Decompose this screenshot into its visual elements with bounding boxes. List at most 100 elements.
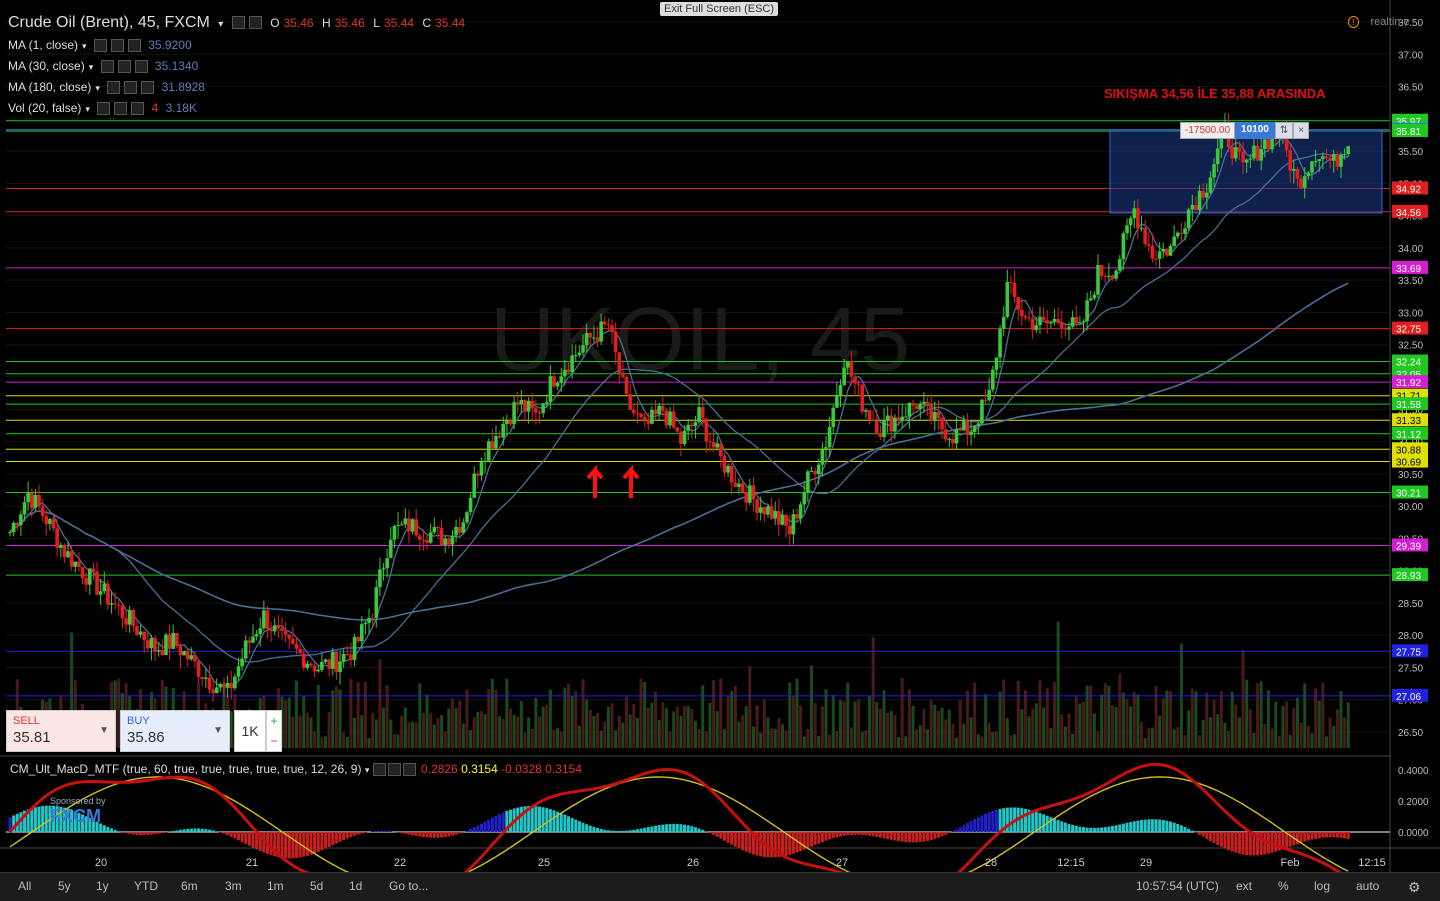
candle (1071, 317, 1075, 327)
exit-fullscreen-button[interactable]: Exit Full Screen (ESC) (660, 2, 778, 16)
macd-histogram-bar (737, 832, 740, 848)
indicator-row-ma30[interactable]: MA (30, close)▾ 35.1340 (8, 59, 202, 73)
quantity-stepper[interactable]: + − (266, 710, 282, 752)
range-all[interactable]: All (18, 879, 31, 893)
candle (157, 650, 161, 651)
gear-icon[interactable] (118, 60, 131, 73)
indicator-label[interactable]: MA (30, close) (8, 59, 85, 73)
volume-bar (625, 697, 628, 748)
close-icon[interactable] (141, 81, 154, 94)
gear-icon[interactable] (124, 81, 137, 94)
volume-bar (999, 691, 1002, 748)
range-5d[interactable]: 5d (310, 879, 323, 893)
buy-button[interactable]: BUY 35.86 ▼ (120, 710, 230, 752)
candle (937, 412, 941, 418)
candle (345, 654, 349, 655)
volume-bar (317, 685, 320, 748)
macd-histogram-bar (886, 832, 889, 839)
macd-label[interactable]: CM_Ult_MacD_MTF (true, 60, true, true, t… (10, 762, 361, 776)
candle (1288, 150, 1292, 171)
range-1m[interactable]: 1m (267, 879, 284, 893)
macd-histogram-bar (1307, 832, 1310, 841)
candle (121, 605, 125, 618)
gear-icon[interactable] (388, 763, 401, 776)
eye-icon[interactable] (97, 102, 110, 115)
gear-icon[interactable] (114, 102, 127, 115)
gear-icon[interactable] (111, 39, 124, 52)
close-icon[interactable] (128, 39, 141, 52)
indicator-label[interactable]: Vol (20, false) (8, 101, 81, 115)
chevron-down-icon[interactable]: ▼ (213, 725, 223, 736)
level-badge-label: 32.75 (1396, 325, 1421, 336)
candle (966, 421, 970, 435)
range-5y[interactable]: 5y (58, 879, 71, 893)
position-widget[interactable]: -17500.00 10100 ⇅ × (1180, 122, 1309, 139)
range-1d[interactable]: 1d (349, 879, 362, 893)
candle (1016, 297, 1020, 310)
volume-bar (520, 701, 523, 748)
percent-toggle[interactable]: % (1278, 879, 1289, 893)
indicator-row-vol[interactable]: Vol (20, false)▾ 4 3.18K (8, 101, 201, 115)
macd-histogram-bar (281, 832, 284, 858)
macd-histogram-bar (476, 825, 479, 832)
volume-bar (346, 737, 349, 748)
close-icon[interactable] (131, 102, 144, 115)
macd-histogram-bar (404, 832, 407, 834)
x-tick-label: 29 (1140, 857, 1152, 869)
range-ytd[interactable]: YTD (134, 879, 158, 893)
chevron-down-icon[interactable]: ▼ (99, 725, 109, 736)
warning-icon[interactable]: ! (1348, 16, 1359, 28)
candle (712, 442, 716, 448)
eye-icon[interactable] (107, 81, 120, 94)
eye-icon[interactable] (373, 763, 386, 776)
volume-bar (984, 694, 987, 748)
x-tick-label: 28 (985, 857, 997, 869)
volume-bar (843, 701, 846, 748)
minus-icon[interactable]: − (267, 731, 281, 751)
macd-header[interactable]: CM_Ult_MacD_MTF (true, 60, true, true, t… (10, 762, 582, 776)
plus-icon[interactable]: + (267, 711, 281, 731)
auto-toggle[interactable]: auto (1356, 879, 1379, 893)
volume-bar (814, 703, 817, 748)
volume-bar (908, 689, 911, 748)
close-icon[interactable] (403, 763, 416, 776)
indicator-row-ma180[interactable]: MA (180, close)▾ 31.8928 (8, 80, 209, 94)
fxcm-logo[interactable]: FXCM (50, 806, 101, 827)
indicator-label[interactable]: MA (1, close) (8, 38, 78, 52)
indicator-label[interactable]: MA (180, close) (8, 80, 91, 94)
range-1y[interactable]: 1y (96, 879, 109, 893)
volume-bar (708, 703, 711, 748)
candle (1013, 283, 1017, 297)
ext-toggle[interactable]: ext (1236, 879, 1252, 893)
symbol-title[interactable]: Crude Oil (Brent), 45, FXCM (8, 14, 210, 31)
dropdown-icon[interactable]: ▾ (218, 19, 223, 30)
candle (744, 492, 748, 502)
volume-bar (988, 723, 991, 748)
volume-bar (1285, 701, 1288, 748)
gear-icon[interactable]: ⚙ (1408, 879, 1421, 896)
macd-histogram-bar (814, 832, 817, 845)
macd-histogram-bar (45, 806, 48, 832)
candle (128, 610, 132, 625)
indicator-row-ma1[interactable]: MA (1, close)▾ 35.9200 (8, 38, 196, 52)
range-6m[interactable]: 6m (181, 879, 198, 893)
close-icon[interactable] (135, 60, 148, 73)
macd-histogram-bar (331, 832, 334, 845)
reverse-icon[interactable]: ⇅ (1275, 122, 1293, 139)
range-3m[interactable]: 3m (225, 879, 242, 893)
eye-icon[interactable] (101, 60, 114, 73)
candle (958, 429, 962, 431)
gear-icon[interactable] (249, 16, 262, 29)
settings-icon[interactable] (232, 16, 245, 29)
macd-histogram-bar (948, 832, 951, 833)
position-qty[interactable]: 10100 (1235, 122, 1275, 139)
log-toggle[interactable]: log (1314, 879, 1330, 893)
quantity-field[interactable]: 1K (234, 710, 266, 752)
sell-button[interactable]: SELL 35.81 ▼ (6, 710, 116, 752)
candle (868, 410, 872, 419)
volume-bar (966, 691, 969, 748)
macd-histogram-bar (1242, 832, 1245, 855)
close-icon[interactable]: × (1293, 122, 1309, 139)
eye-icon[interactable] (94, 39, 107, 52)
goto-button[interactable]: Go to... (389, 879, 428, 893)
